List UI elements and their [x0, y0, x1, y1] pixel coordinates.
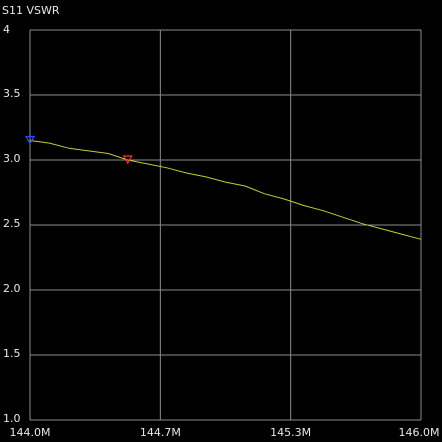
y-tick-label: 3.5: [3, 87, 21, 100]
y-tick-label: 1.0: [3, 412, 21, 425]
y-tick-label: 4: [3, 23, 10, 36]
data-line: [29, 140, 422, 240]
x-tick-label: 144.7M: [140, 426, 181, 439]
y-tick-label: 3.0: [3, 152, 21, 165]
y-tick-label: 2.5: [3, 217, 21, 230]
x-tick-label: 144.0M: [10, 426, 51, 439]
marker: [24, 135, 36, 145]
y-tick-label: 2.0: [3, 282, 21, 295]
x-tick-label: 145.3M: [270, 426, 311, 439]
x-tick-label: 146.0M: [399, 426, 440, 439]
y-tick-label: 1.5: [3, 347, 21, 360]
marker: [122, 155, 133, 165]
chart-title: S11 VSWR: [2, 4, 60, 17]
